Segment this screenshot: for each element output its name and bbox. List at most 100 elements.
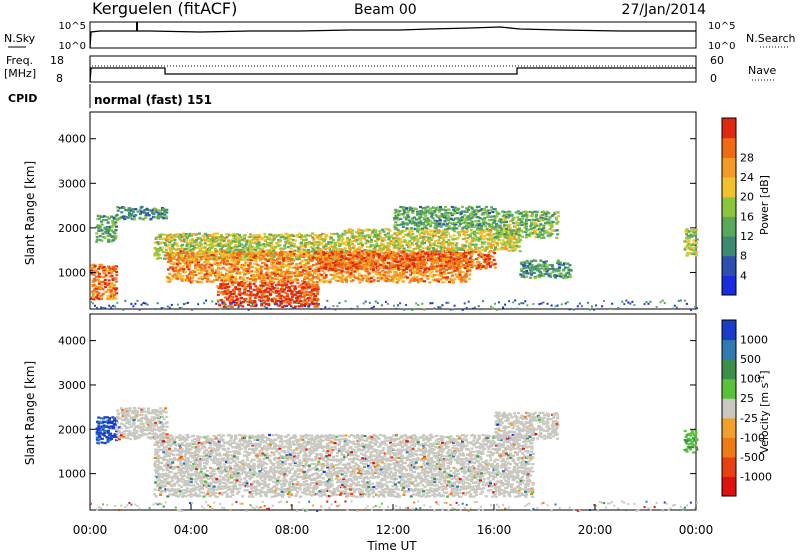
data-cell (328, 252, 332, 255)
data-cell (407, 232, 411, 235)
data-cell (511, 246, 515, 249)
data-cell (465, 249, 468, 252)
data-cell (305, 233, 309, 237)
data-cell (426, 252, 430, 255)
data-cell (153, 210, 157, 213)
data-cell (335, 256, 339, 259)
data-cell (445, 241, 449, 244)
data-cell (468, 247, 472, 250)
data-cell (452, 265, 456, 268)
data-cell (426, 205, 430, 208)
data-cell (187, 256, 191, 259)
data-cell (254, 260, 258, 263)
data-cell (479, 227, 483, 230)
data-cell (346, 269, 350, 272)
data-cell (94, 278, 98, 281)
data-cell (196, 281, 200, 284)
data-cell (116, 218, 120, 221)
data-cell (185, 275, 189, 278)
data-cell (204, 268, 208, 271)
data-cell (246, 248, 250, 252)
data-cell (99, 267, 103, 270)
data-cell (167, 268, 170, 271)
data-cell (302, 287, 306, 290)
data-cell (154, 208, 158, 211)
data-cell (182, 268, 186, 271)
data-cell (365, 267, 369, 270)
data-cell (455, 260, 459, 263)
data-cell (328, 281, 332, 284)
data-cell (694, 232, 698, 235)
data-cell (360, 257, 364, 260)
data-cell (348, 228, 352, 231)
data-cell (255, 244, 259, 247)
data-cell (357, 258, 361, 261)
data-cell (191, 244, 195, 247)
data-cell (445, 256, 448, 259)
data-cell (496, 242, 500, 245)
data-cell (175, 233, 179, 236)
data-cell (266, 242, 270, 245)
data-cell (370, 307, 373, 310)
data-cell (199, 247, 203, 250)
data-cell (323, 238, 327, 241)
data-cell (290, 242, 294, 245)
data-cell (323, 240, 326, 243)
data-cell (115, 273, 119, 277)
data-cell (517, 236, 521, 239)
data-cell (187, 255, 191, 258)
data-cell (229, 239, 233, 242)
data-cell (474, 235, 478, 238)
data-cell (213, 232, 217, 235)
data-cell (168, 272, 172, 275)
data-cell (494, 236, 497, 239)
data-cell (317, 252, 321, 255)
data-cell (438, 230, 442, 233)
data-cell (168, 253, 172, 256)
data-cell (153, 246, 157, 250)
data-cell (151, 211, 155, 214)
data-cell (315, 283, 319, 286)
data-cell (320, 308, 323, 310)
data-cell (416, 230, 420, 233)
data-cell (123, 217, 127, 221)
data-cell (415, 252, 419, 255)
data-cell (136, 299, 139, 302)
data-cell (526, 272, 530, 275)
data-cell (269, 280, 273, 283)
data-cell (265, 254, 268, 257)
data-cell (94, 287, 98, 290)
data-cell (475, 267, 479, 270)
data-cell (253, 301, 257, 304)
data-cell (106, 229, 110, 233)
data-cell (334, 267, 338, 271)
data-cell (241, 270, 245, 274)
data-cell (400, 277, 404, 280)
data-cell (476, 246, 480, 250)
data-cell (465, 261, 469, 264)
data-cell (193, 246, 197, 249)
data-cell (178, 236, 182, 239)
data-cell (429, 260, 433, 263)
data-cell (195, 233, 199, 236)
data-cell (169, 239, 173, 242)
data-cell (276, 271, 280, 274)
data-cell (187, 257, 191, 260)
data-cell (433, 207, 437, 210)
data-cell (309, 250, 313, 253)
data-cell (454, 244, 458, 247)
data-cell (326, 299, 329, 302)
data-cell (228, 271, 232, 274)
data-cell (523, 266, 527, 270)
data-cell (223, 290, 227, 293)
data-cell (409, 234, 413, 237)
data-cell (455, 265, 459, 268)
data-cell (270, 261, 274, 264)
data-cell (334, 264, 338, 267)
data-cell (253, 299, 257, 303)
data-cell (318, 250, 322, 253)
data-cell (509, 241, 513, 244)
data-cell (291, 262, 294, 265)
data-cell (449, 308, 452, 311)
data-cell (198, 251, 202, 254)
